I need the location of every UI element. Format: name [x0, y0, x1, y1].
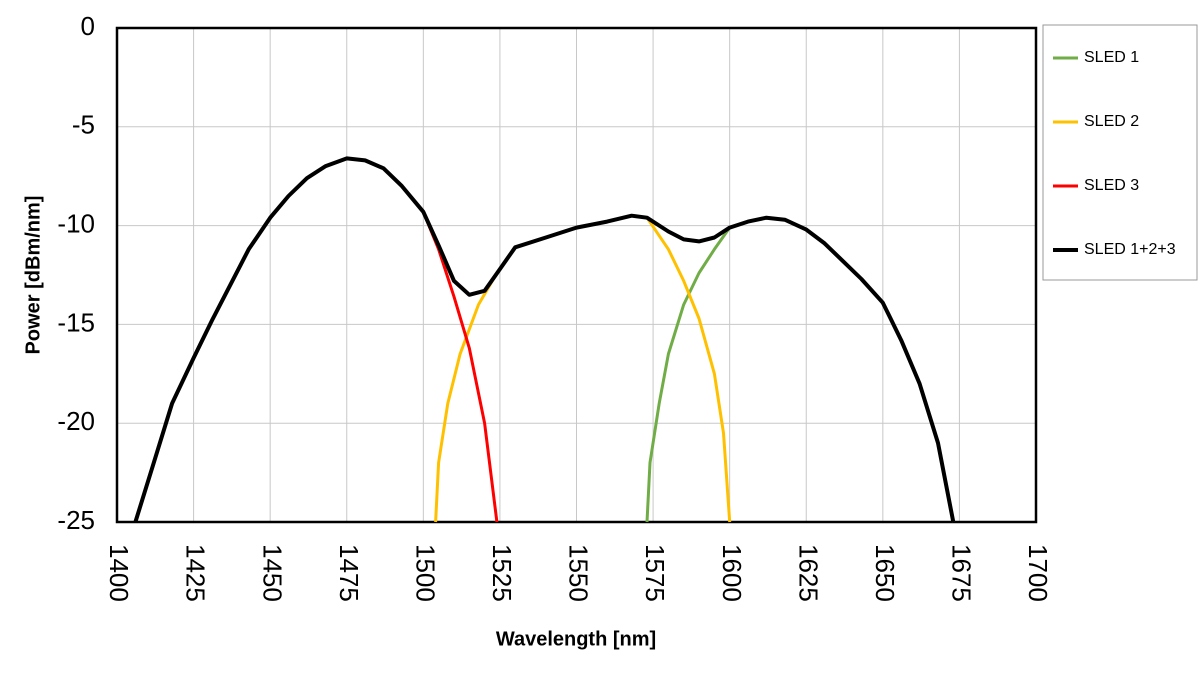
x-tick-label: 1650 — [870, 544, 900, 602]
legend-label: SLED 2 — [1084, 113, 1139, 130]
x-tick-label: 1575 — [640, 544, 670, 602]
series-line — [364, 159, 499, 523]
plot-border — [115, 26, 1038, 524]
y-tick-label: -5 — [72, 110, 95, 140]
x-tick-label: 1400 — [104, 544, 134, 602]
y-tick-label: -25 — [57, 505, 95, 535]
x-tick-label: 1700 — [1023, 544, 1053, 602]
legend-label: SLED 1+2+3 — [1084, 241, 1176, 258]
x-tick-label: 1675 — [947, 544, 977, 602]
series-line — [434, 214, 732, 523]
legend-label: SLED 3 — [1084, 177, 1139, 194]
legend-box — [1042, 24, 1198, 281]
x-tick-label: 1550 — [564, 544, 594, 602]
y-axis-title: Power [dBm/nm] — [22, 196, 44, 355]
x-tick-label: 1525 — [487, 544, 517, 602]
series-line — [133, 156, 956, 523]
y-tick-label: -10 — [57, 208, 95, 238]
series-line — [645, 216, 955, 523]
x-tick-label: 1425 — [181, 544, 211, 602]
x-tick-label: 1600 — [717, 544, 747, 602]
legend-label: SLED 1 — [1084, 49, 1139, 66]
y-tick-label: -20 — [57, 406, 95, 436]
x-tick-label: 1450 — [257, 544, 287, 602]
y-tick-label: 0 — [81, 11, 95, 41]
x-tick-label: 1625 — [793, 544, 823, 602]
y-tick-label: -15 — [57, 307, 95, 337]
x-tick-label: 1475 — [334, 544, 364, 602]
x-tick-label: 1500 — [410, 544, 440, 602]
x-axis-title: Wavelength [nm] — [496, 628, 656, 650]
